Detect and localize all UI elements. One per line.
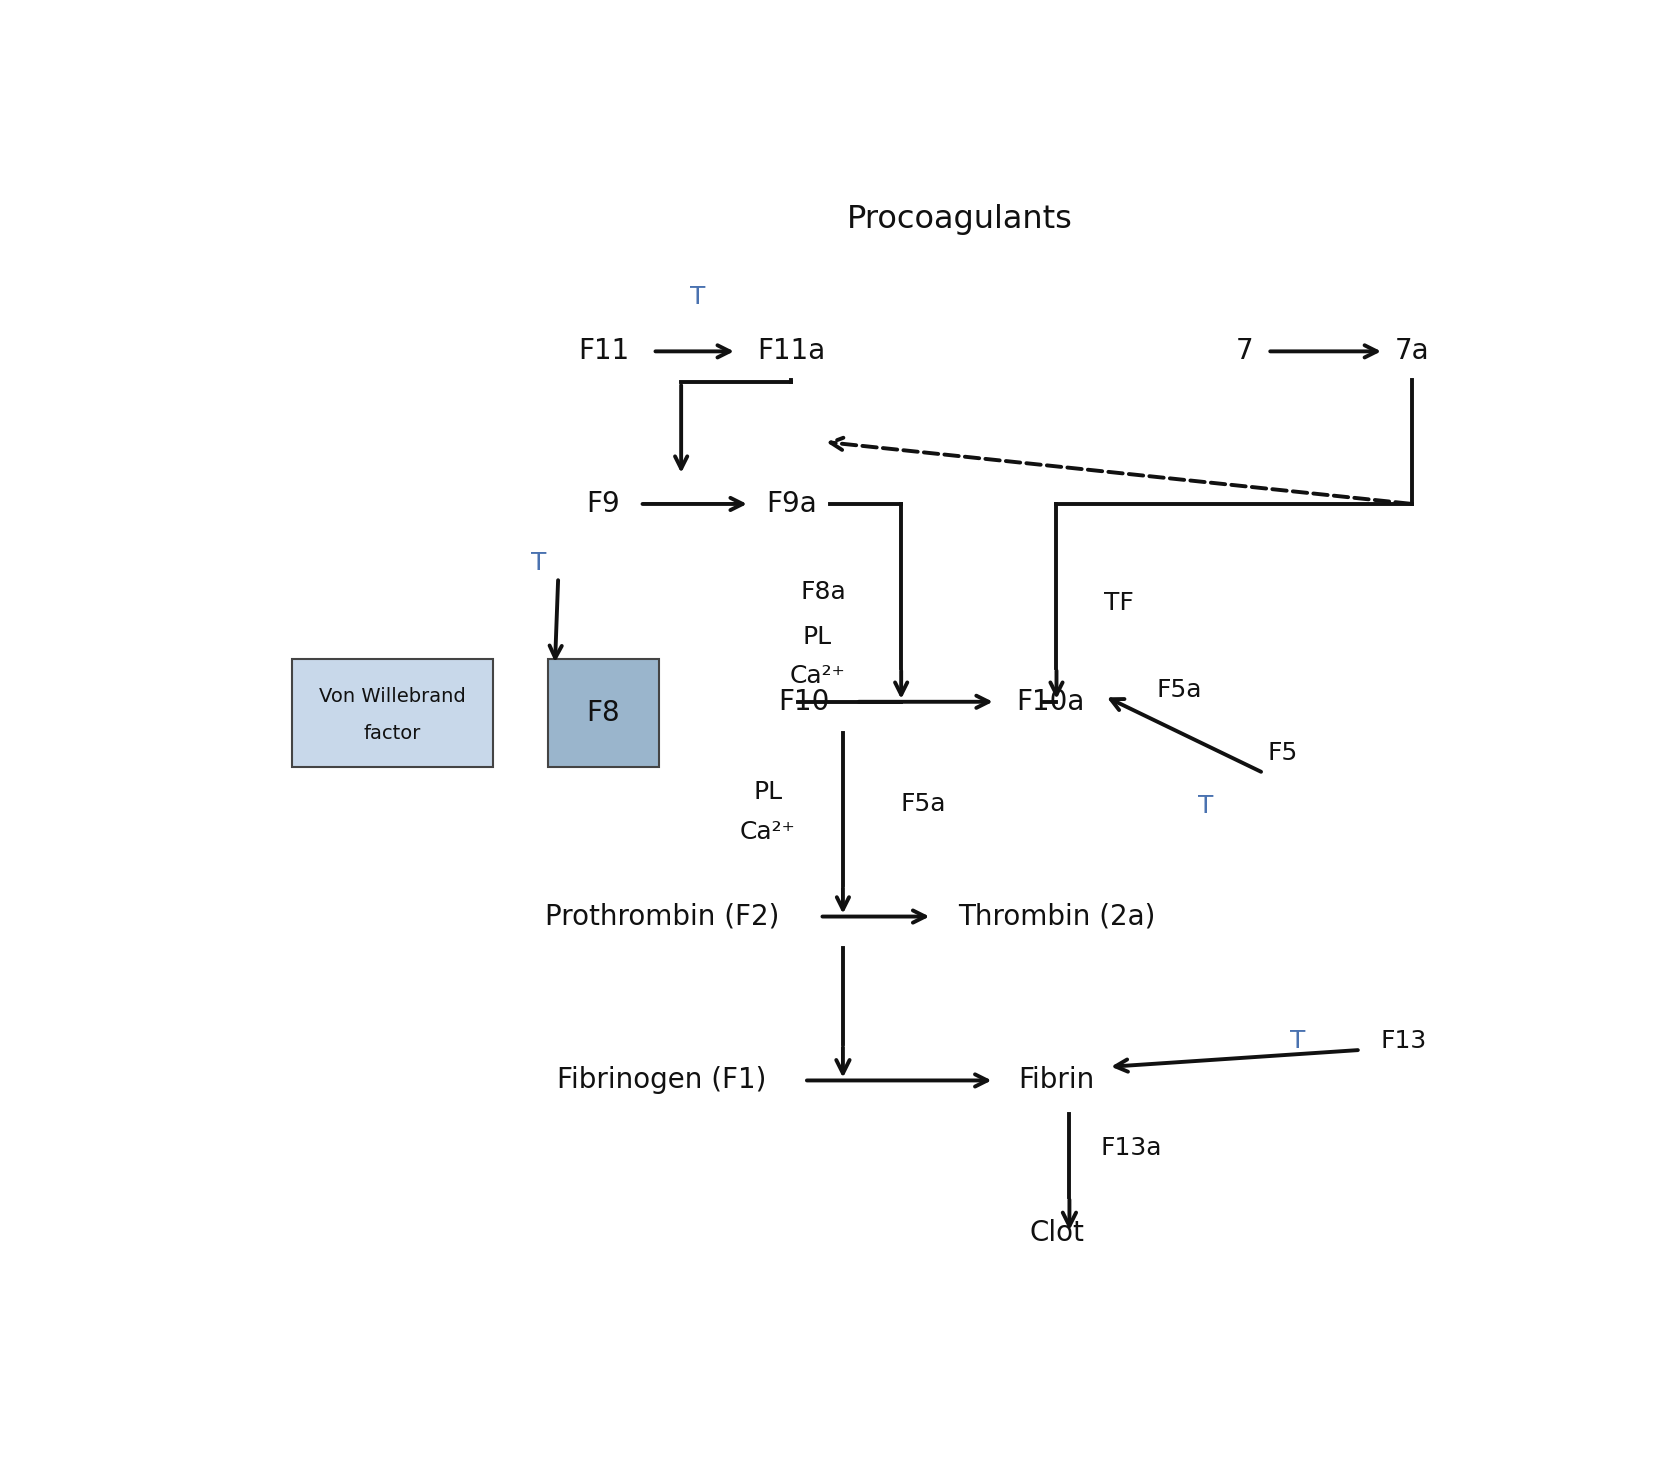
Text: Ca²⁺: Ca²⁺ bbox=[790, 665, 845, 688]
Text: Ca²⁺: Ca²⁺ bbox=[740, 819, 795, 844]
Text: Procoagulants: Procoagulants bbox=[847, 204, 1072, 235]
Text: F13: F13 bbox=[1379, 1029, 1426, 1053]
Text: Fibrinogen (F1): Fibrinogen (F1) bbox=[558, 1066, 767, 1095]
Text: F10: F10 bbox=[778, 688, 830, 716]
Text: 7: 7 bbox=[1236, 338, 1252, 366]
Text: F8: F8 bbox=[586, 699, 620, 727]
Text: factor: factor bbox=[364, 724, 421, 743]
Text: T: T bbox=[1197, 794, 1212, 818]
Text: Clot: Clot bbox=[1029, 1218, 1084, 1246]
Text: 7a: 7a bbox=[1394, 338, 1430, 366]
Text: F5a: F5a bbox=[1156, 678, 1202, 703]
Text: F9a: F9a bbox=[767, 490, 817, 518]
Text: T: T bbox=[531, 550, 546, 575]
Text: F5a: F5a bbox=[900, 791, 945, 816]
Text: F10a: F10a bbox=[1015, 688, 1084, 716]
Text: F9: F9 bbox=[586, 490, 620, 518]
Text: PL: PL bbox=[753, 780, 783, 804]
Text: F5: F5 bbox=[1268, 741, 1298, 765]
Text: F11: F11 bbox=[578, 338, 630, 366]
Text: F11a: F11a bbox=[757, 338, 825, 366]
Text: T: T bbox=[1289, 1029, 1304, 1053]
Text: Fibrin: Fibrin bbox=[1019, 1066, 1094, 1095]
Text: PL: PL bbox=[803, 625, 832, 649]
Text: F8a: F8a bbox=[800, 580, 847, 603]
Text: Prothrombin (F2): Prothrombin (F2) bbox=[544, 903, 778, 931]
Text: Thrombin (2a): Thrombin (2a) bbox=[959, 903, 1156, 931]
Text: T: T bbox=[690, 285, 706, 310]
Text: F13a: F13a bbox=[1101, 1136, 1162, 1160]
Text: Von Willebrand: Von Willebrand bbox=[319, 687, 466, 706]
Text: TF: TF bbox=[1104, 592, 1134, 615]
FancyBboxPatch shape bbox=[292, 659, 493, 766]
FancyBboxPatch shape bbox=[548, 659, 658, 766]
